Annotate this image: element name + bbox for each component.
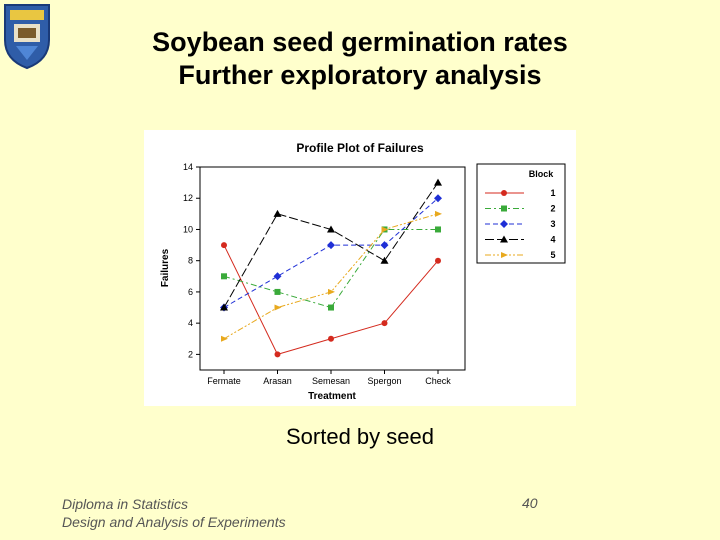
x-tick-label: Arasan	[263, 376, 292, 386]
x-axis: Fermate Arasan Semesan Spergon Check	[207, 370, 451, 386]
x-axis-label: Treatment	[308, 391, 356, 402]
legend-marker	[501, 190, 507, 196]
x-tick-label: Semesan	[312, 376, 350, 386]
footer-course: Diploma in Statistics Design and Analysi…	[62, 495, 286, 531]
y-tick-label: 8	[188, 256, 193, 266]
data-point	[380, 256, 389, 264]
legend-item-4: 4	[485, 235, 556, 245]
legend-item-3: 3	[485, 219, 556, 229]
data-point	[381, 226, 389, 233]
data-point	[274, 288, 281, 295]
legend-label: 5	[550, 250, 555, 260]
title-line-2: Further exploratory analysis	[178, 60, 542, 90]
x-tick-label: Check	[425, 376, 451, 386]
y-tick-label: 10	[183, 224, 193, 234]
legend-label: 3	[550, 219, 555, 229]
legend-box	[476, 163, 566, 264]
footer-line-2: Design and Analysis of Experiments	[62, 514, 286, 530]
data-point	[328, 335, 334, 342]
y-tick-label: 14	[183, 162, 193, 172]
y-tick-label: 4	[188, 318, 193, 328]
data-point	[435, 257, 441, 264]
data-point	[381, 320, 388, 327]
data-point	[220, 303, 228, 311]
legend-marker	[500, 235, 508, 243]
series-layer	[220, 178, 442, 358]
data-point	[273, 209, 282, 217]
legend-marker	[501, 252, 508, 258]
slide-caption: Sorted by seed	[286, 424, 434, 449]
profile-plot-chart: Profile Plot of Failures 2 4 6 8 10 12 14 Ferm…	[144, 130, 576, 406]
data-point	[434, 194, 442, 203]
data-point	[435, 210, 442, 217]
y-axis: 2 4 6 8 10 12 14	[183, 162, 200, 359]
legend-item-1: 1	[485, 188, 556, 198]
data-point	[328, 288, 335, 295]
university-crest-logo	[2, 2, 52, 70]
data-point	[327, 241, 335, 250]
legend-label: 1	[550, 188, 555, 198]
data-point	[221, 242, 227, 249]
x-tick-label: Spergon	[367, 376, 401, 386]
footer-line-1: Diploma in Statistics	[62, 496, 189, 512]
chart-title: Profile Plot of Failures	[296, 141, 424, 155]
series-4	[220, 178, 442, 311]
plot-area	[199, 166, 466, 371]
legend-marker	[501, 205, 507, 212]
data-point	[327, 225, 335, 233]
data-point	[434, 178, 442, 186]
x-tick-label: Fermate	[207, 376, 241, 386]
y-tick-label: 12	[183, 193, 193, 203]
series-5	[221, 210, 442, 342]
legend-title: Block	[529, 169, 555, 179]
legend: Block 1 2 3 4 5	[476, 163, 566, 264]
y-tick-label: 6	[188, 287, 193, 297]
legend-item-2: 2	[485, 204, 556, 214]
data-point	[221, 335, 228, 342]
legend-label: 4	[550, 235, 555, 245]
data-point	[221, 273, 227, 280]
data-point	[328, 304, 334, 311]
data-point	[274, 304, 282, 311]
y-tick-label: 2	[188, 349, 193, 359]
data-point	[435, 226, 441, 233]
slide-title: Soybean seed germination rates Further e…	[60, 26, 660, 92]
page-number: 40	[522, 495, 538, 511]
legend-label: 2	[550, 204, 555, 214]
data-point	[274, 351, 281, 358]
data-point	[273, 272, 282, 281]
legend-marker	[500, 220, 508, 228]
y-axis-label: Failures	[160, 248, 171, 287]
data-point	[380, 241, 389, 250]
title-line-1: Soybean seed germination rates	[152, 27, 568, 57]
legend-item-5: 5	[485, 250, 556, 260]
